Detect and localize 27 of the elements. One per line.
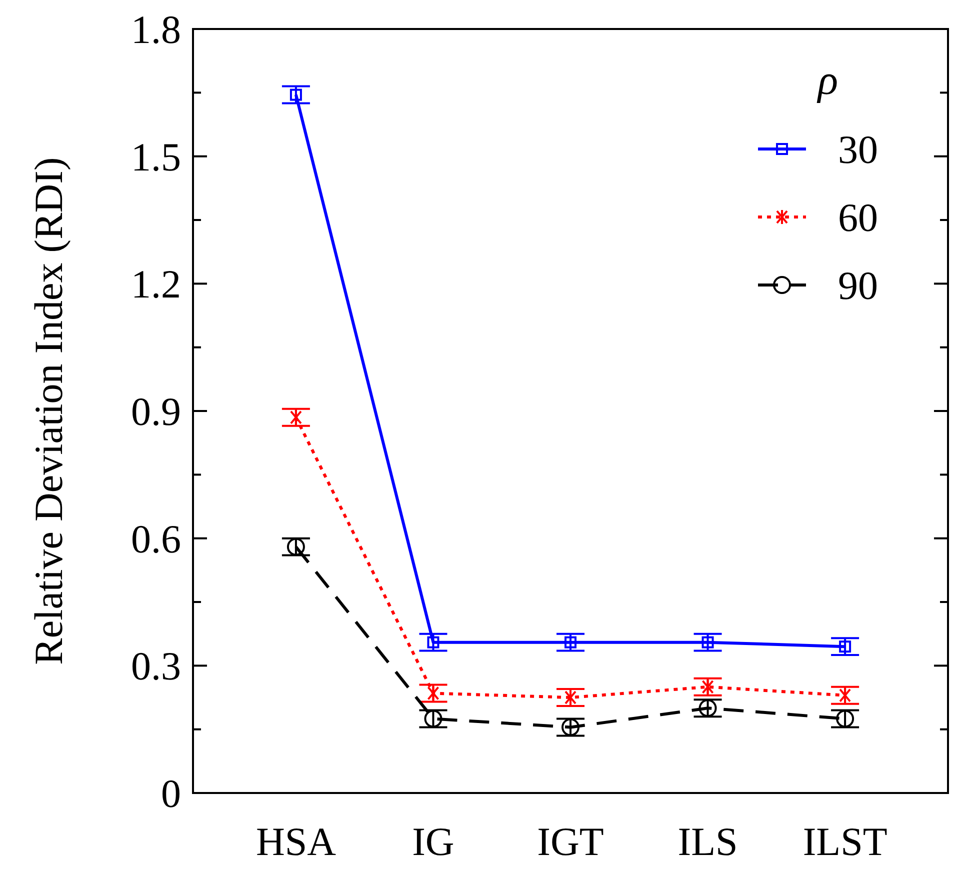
y-tick-label: 0.3 [131,644,181,689]
y-tick-label: 1.5 [131,134,181,180]
point [424,710,442,728]
point [564,636,576,648]
y-tick-label: 1.2 [131,262,181,307]
x-tick-label: IG [412,819,454,864]
x-tick-label: ILST [802,819,888,864]
x-tick-label: IGT [537,819,604,864]
y-tick-label: 1.8 [131,7,181,52]
legend-title: ρ [816,58,838,104]
legend-label: 60 [838,195,878,240]
point [427,636,440,648]
x-tick-label: HSA [256,819,336,864]
y-tick-label: 0.6 [131,516,181,562]
legend-label: 90 [838,263,878,308]
point [836,710,854,728]
point [562,718,580,736]
x-tick-label: ILS [678,819,738,864]
point [702,636,714,648]
y-axis-title: Relative Deviation Index (RDI) [26,157,71,665]
point [290,88,302,101]
y-tick-label: 0.9 [131,389,181,434]
point [698,699,717,718]
point [839,640,852,653]
y-tick-label: 0 [161,771,181,816]
legend-label: 30 [838,127,878,172]
point [286,538,305,556]
